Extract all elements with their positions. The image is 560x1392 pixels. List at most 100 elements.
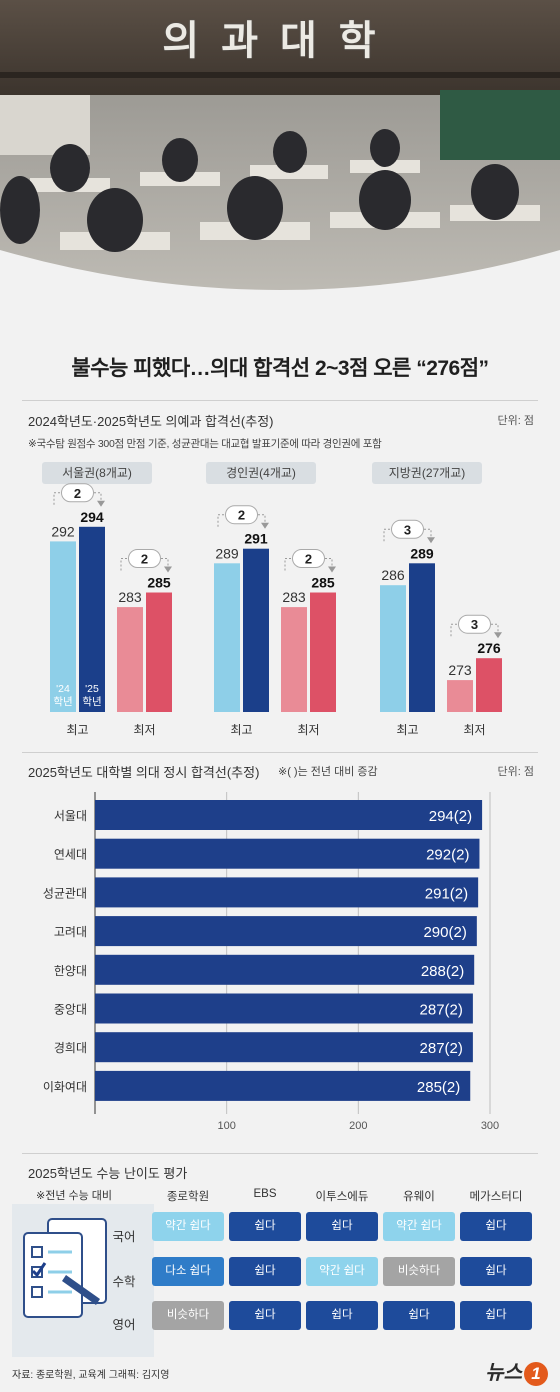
section3-rule — [22, 1153, 538, 1154]
difficulty-cell: 약간 쉽다 — [306, 1257, 378, 1286]
section2-title: 2025학년도 대학별 의대 정시 합격선(추정) — [28, 765, 260, 780]
section1-note: ※국수탐 원점수 300점 만점 기준, 성균관대는 대교협 발표기준에 따라 … — [28, 438, 382, 450]
university-label: 서울대 — [54, 809, 87, 823]
section3-note: ※전년 수능 대비 — [36, 1190, 113, 1202]
university-bar — [95, 838, 480, 869]
value-label-2025: 294 — [80, 509, 104, 525]
bar-2024-high — [50, 541, 76, 712]
diff-bracket — [217, 514, 266, 527]
university-value-label: 287(2) — [420, 1002, 463, 1019]
institution-header: 메가스터디 — [469, 1191, 523, 1203]
x-tick-label: 200 — [349, 1120, 367, 1132]
year-label: 학년 — [82, 696, 101, 708]
difficulty-cell: 쉽다 — [383, 1301, 455, 1330]
diff-badge — [458, 614, 491, 634]
difficulty-cell: 쉽다 — [460, 1212, 532, 1241]
bar-2024-low — [447, 680, 473, 712]
year-label: '25 — [85, 683, 99, 695]
difficulty-cell: 쉽다 — [460, 1257, 532, 1286]
university-value-label: 285(2) — [417, 1079, 460, 1096]
news1-logo: 뉴스 1 — [485, 1356, 548, 1386]
university-value-label: 291(2) — [425, 885, 468, 902]
section1-title: 2024학년도·2025학년도 의예과 합격선(추정) — [28, 414, 274, 429]
exam-paper-icon — [23, 1218, 107, 1318]
value-label-2025: 276 — [477, 640, 501, 656]
university-label: 고려대 — [54, 925, 87, 939]
region-pill-gyeongin: 경인권(4개교) — [206, 462, 316, 484]
university-bar — [95, 877, 479, 908]
bar-2025-low — [146, 592, 172, 712]
diff-bracket — [450, 623, 499, 637]
difficulty-cell: 쉽다 — [306, 1212, 378, 1241]
value-label-2025: 285 — [311, 575, 335, 591]
institution-header: 이투스에듀 — [315, 1191, 369, 1203]
bar-2024-low — [281, 607, 307, 712]
subject-label: 영어 — [112, 1318, 136, 1332]
value-label-2025: 285 — [147, 575, 171, 591]
diff-value: 2 — [305, 552, 312, 567]
difficulty-cell: 약간 쉽다 — [383, 1212, 455, 1241]
bar-group-label: 최저 — [297, 723, 319, 737]
university-value-label: 287(2) — [420, 1040, 463, 1057]
diff-value: 3 — [471, 617, 478, 632]
value-label-2025: 289 — [410, 545, 434, 561]
university-label: 이화여대 — [43, 1080, 87, 1094]
value-label-2024: 283 — [118, 589, 142, 605]
university-bar — [95, 1070, 471, 1101]
section2-unit: 단위: 점 — [497, 766, 534, 778]
year-label: 학년 — [53, 696, 72, 708]
university-bar — [95, 916, 477, 947]
hero-banner-sign: 의과대학 — [162, 19, 398, 63]
region-pill-regional: 지방권(27개교) — [372, 462, 482, 484]
difficulty-cell: 다소 쉽다 — [152, 1257, 224, 1286]
bar-2025-high — [79, 526, 105, 712]
bar-group-label: 최고 — [66, 723, 88, 737]
university-bar — [95, 954, 475, 985]
diff-arrow — [261, 522, 269, 529]
diff-value: 2 — [238, 508, 245, 523]
subject-label: 수학 — [112, 1275, 136, 1289]
diff-badge — [128, 549, 161, 568]
value-label-2024: 273 — [448, 662, 472, 678]
university-label: 성균관대 — [43, 886, 87, 900]
year-label: '24 — [56, 683, 70, 695]
value-label-2024: 292 — [51, 523, 75, 539]
bar-2025-low — [476, 658, 502, 712]
university-label: 중앙대 — [54, 1003, 87, 1017]
diff-badge — [61, 483, 94, 503]
x-tick-label: 100 — [217, 1120, 235, 1132]
bar-2024-low — [117, 607, 143, 712]
diff-bracket — [120, 558, 169, 571]
diff-arrow — [164, 566, 172, 573]
university-bar-chart: 100 200 300 서울대 294(2) 연세대 292(2) 성균관대 291(2) 고려대… — [43, 792, 499, 1132]
difficulty-cell: 비슷하다 — [383, 1257, 455, 1286]
logo-mark: 1 — [524, 1362, 548, 1386]
subject-label: 국어 — [112, 1230, 136, 1244]
difficulty-cell: 쉽다 — [460, 1301, 532, 1330]
section1-unit: 단위: 점 — [497, 415, 534, 427]
university-bar — [95, 800, 483, 830]
university-label: 연세대 — [54, 848, 87, 862]
diff-badge — [391, 519, 424, 539]
diff-bracket — [383, 528, 432, 542]
diff-arrow — [97, 500, 105, 507]
university-bar — [95, 993, 473, 1024]
diff-arrow — [427, 537, 435, 544]
value-label-2024: 283 — [282, 589, 306, 605]
bar-group-label: 최고 — [396, 723, 418, 737]
hero-photo: 의과대학 — [0, 0, 560, 300]
institution-header: 종로학원 — [166, 1191, 210, 1203]
section3-title: 2025학년도 수능 난이도 평가 — [28, 1166, 188, 1181]
value-label-2024: 289 — [215, 545, 239, 561]
diff-arrow — [494, 632, 502, 639]
diff-badge — [292, 549, 325, 568]
institution-header: EBS — [253, 1188, 277, 1200]
value-label-2024: 286 — [381, 567, 405, 583]
diff-arrow — [328, 566, 336, 573]
university-value-label: 290(2) — [423, 924, 466, 941]
diff-value: 3 — [404, 522, 411, 537]
bar-2025-high — [243, 548, 269, 712]
university-value-label: 292(2) — [426, 847, 469, 864]
section2-note: ※( )는 전년 대비 증감 — [278, 766, 378, 778]
difficulty-cell: 약간 쉽다 — [152, 1212, 224, 1241]
